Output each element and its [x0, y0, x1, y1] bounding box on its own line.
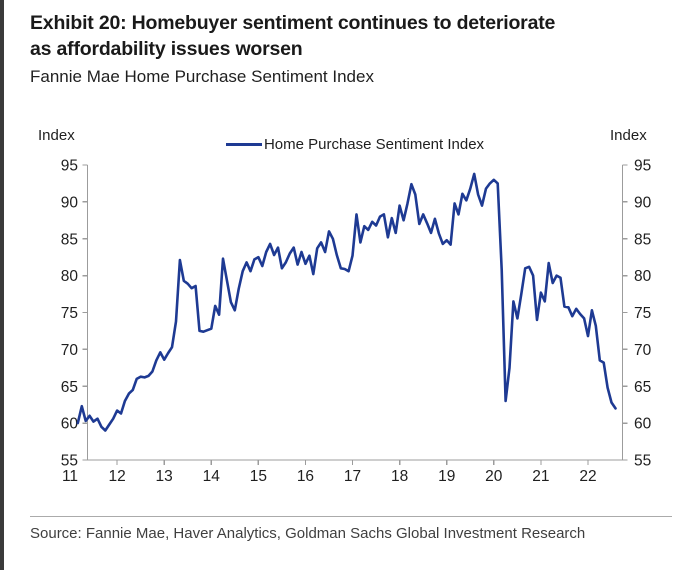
y-tick-label-right: 70: [634, 342, 652, 359]
y-tick-label-right: 55: [634, 453, 651, 470]
chart-subtitle: Fannie Mae Home Purchase Sentiment Index: [30, 67, 374, 86]
x-tick-label: 11: [62, 468, 78, 485]
x-tick-label: 15: [250, 468, 267, 485]
y-tick-label-right: 75: [634, 305, 651, 322]
x-tick-label: 16: [297, 468, 314, 485]
x-tick-label: 12: [108, 468, 125, 485]
x-tick-label: 20: [485, 468, 503, 485]
sentiment-line: [76, 172, 617, 432]
exhibit-title: Exhibit 20: Homebuyer sentiment continue…: [30, 10, 680, 62]
legend-label: Home Purchase Sentiment Index: [263, 135, 485, 153]
exhibit-title-line1: Exhibit 20: Homebuyer sentiment continue…: [30, 12, 556, 34]
y-tick-label-left: 55: [61, 453, 78, 470]
y-tick-label-left: 90: [61, 194, 79, 211]
x-tick-label: 14: [203, 468, 221, 485]
y-tick-label-right: 80: [634, 268, 652, 285]
legend-line-swatch: [225, 142, 262, 146]
y-tick-label-left: 70: [61, 342, 79, 359]
y-tick-label-right: 60: [634, 416, 652, 433]
y-tick-label-right: 85: [634, 231, 651, 248]
left-border-bar: [0, 0, 4, 570]
exhibit-title-line2: as affordability issues worsen: [30, 38, 303, 60]
y-tick-label-left: 60: [61, 416, 79, 433]
y-tick-label-right: 95: [634, 158, 651, 175]
x-tick-label: 19: [438, 468, 455, 485]
left-axis-title: Index: [38, 127, 75, 144]
footer-divider: [30, 516, 672, 517]
y-tick-label-left: 95: [61, 158, 78, 175]
y-tick-label-right: 65: [634, 379, 651, 396]
y-tick-label-left: 80: [61, 268, 79, 285]
y-tick-label-left: 75: [61, 305, 78, 322]
legend: Home Purchase Sentiment Index: [87, 134, 623, 154]
y-tick-label-right: 90: [634, 194, 652, 211]
x-tick-label: 18: [391, 468, 408, 485]
source-note: Source: Fannie Mae, Haver Analytics, Gol…: [30, 525, 586, 542]
x-tick-label: 21: [532, 468, 549, 485]
x-tick-label: 17: [344, 468, 361, 485]
x-tick-label: 22: [579, 468, 596, 485]
y-tick-label-left: 65: [61, 379, 78, 396]
x-tick-label: 13: [156, 468, 173, 485]
y-tick-label-left: 85: [61, 231, 78, 248]
right-axis-title: Index: [610, 127, 647, 144]
